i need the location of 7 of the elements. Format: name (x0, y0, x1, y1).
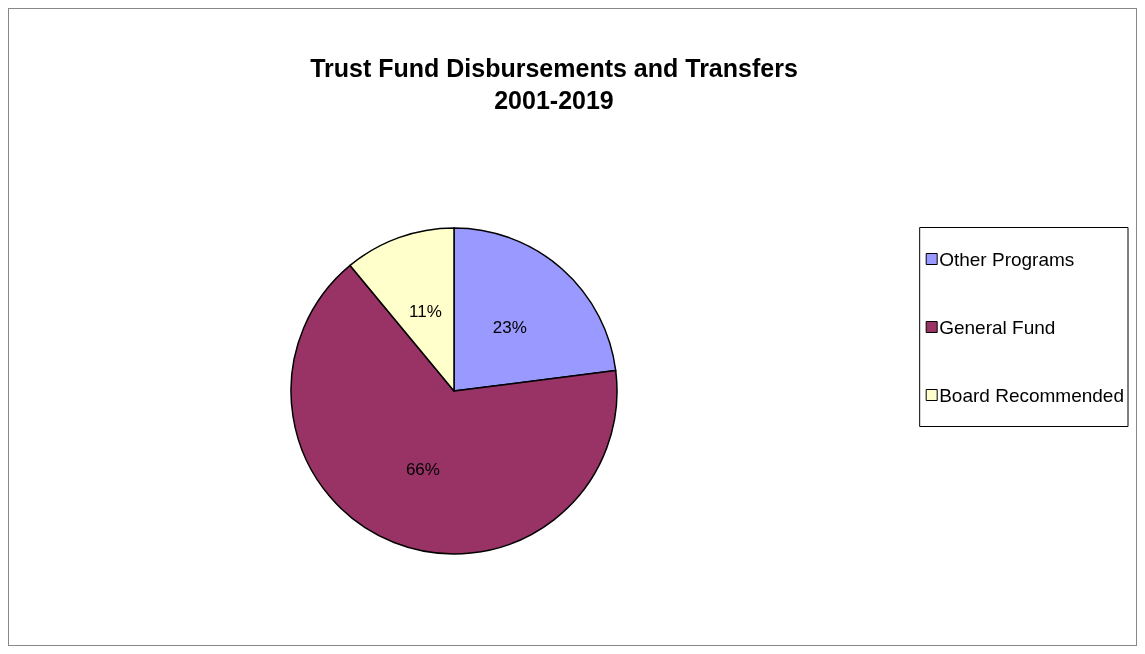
data-label: 66% (405, 460, 440, 480)
legend-label: General Fund (939, 316, 1056, 338)
legend-label: Board Recommended (939, 384, 1124, 406)
chart-title: Trust Fund Disbursements and Transfers 2001-2019 (310, 54, 798, 114)
data-label: 11% (408, 302, 442, 321)
legend-label: Other Programs (939, 248, 1075, 270)
data-label: 23% (492, 318, 527, 338)
